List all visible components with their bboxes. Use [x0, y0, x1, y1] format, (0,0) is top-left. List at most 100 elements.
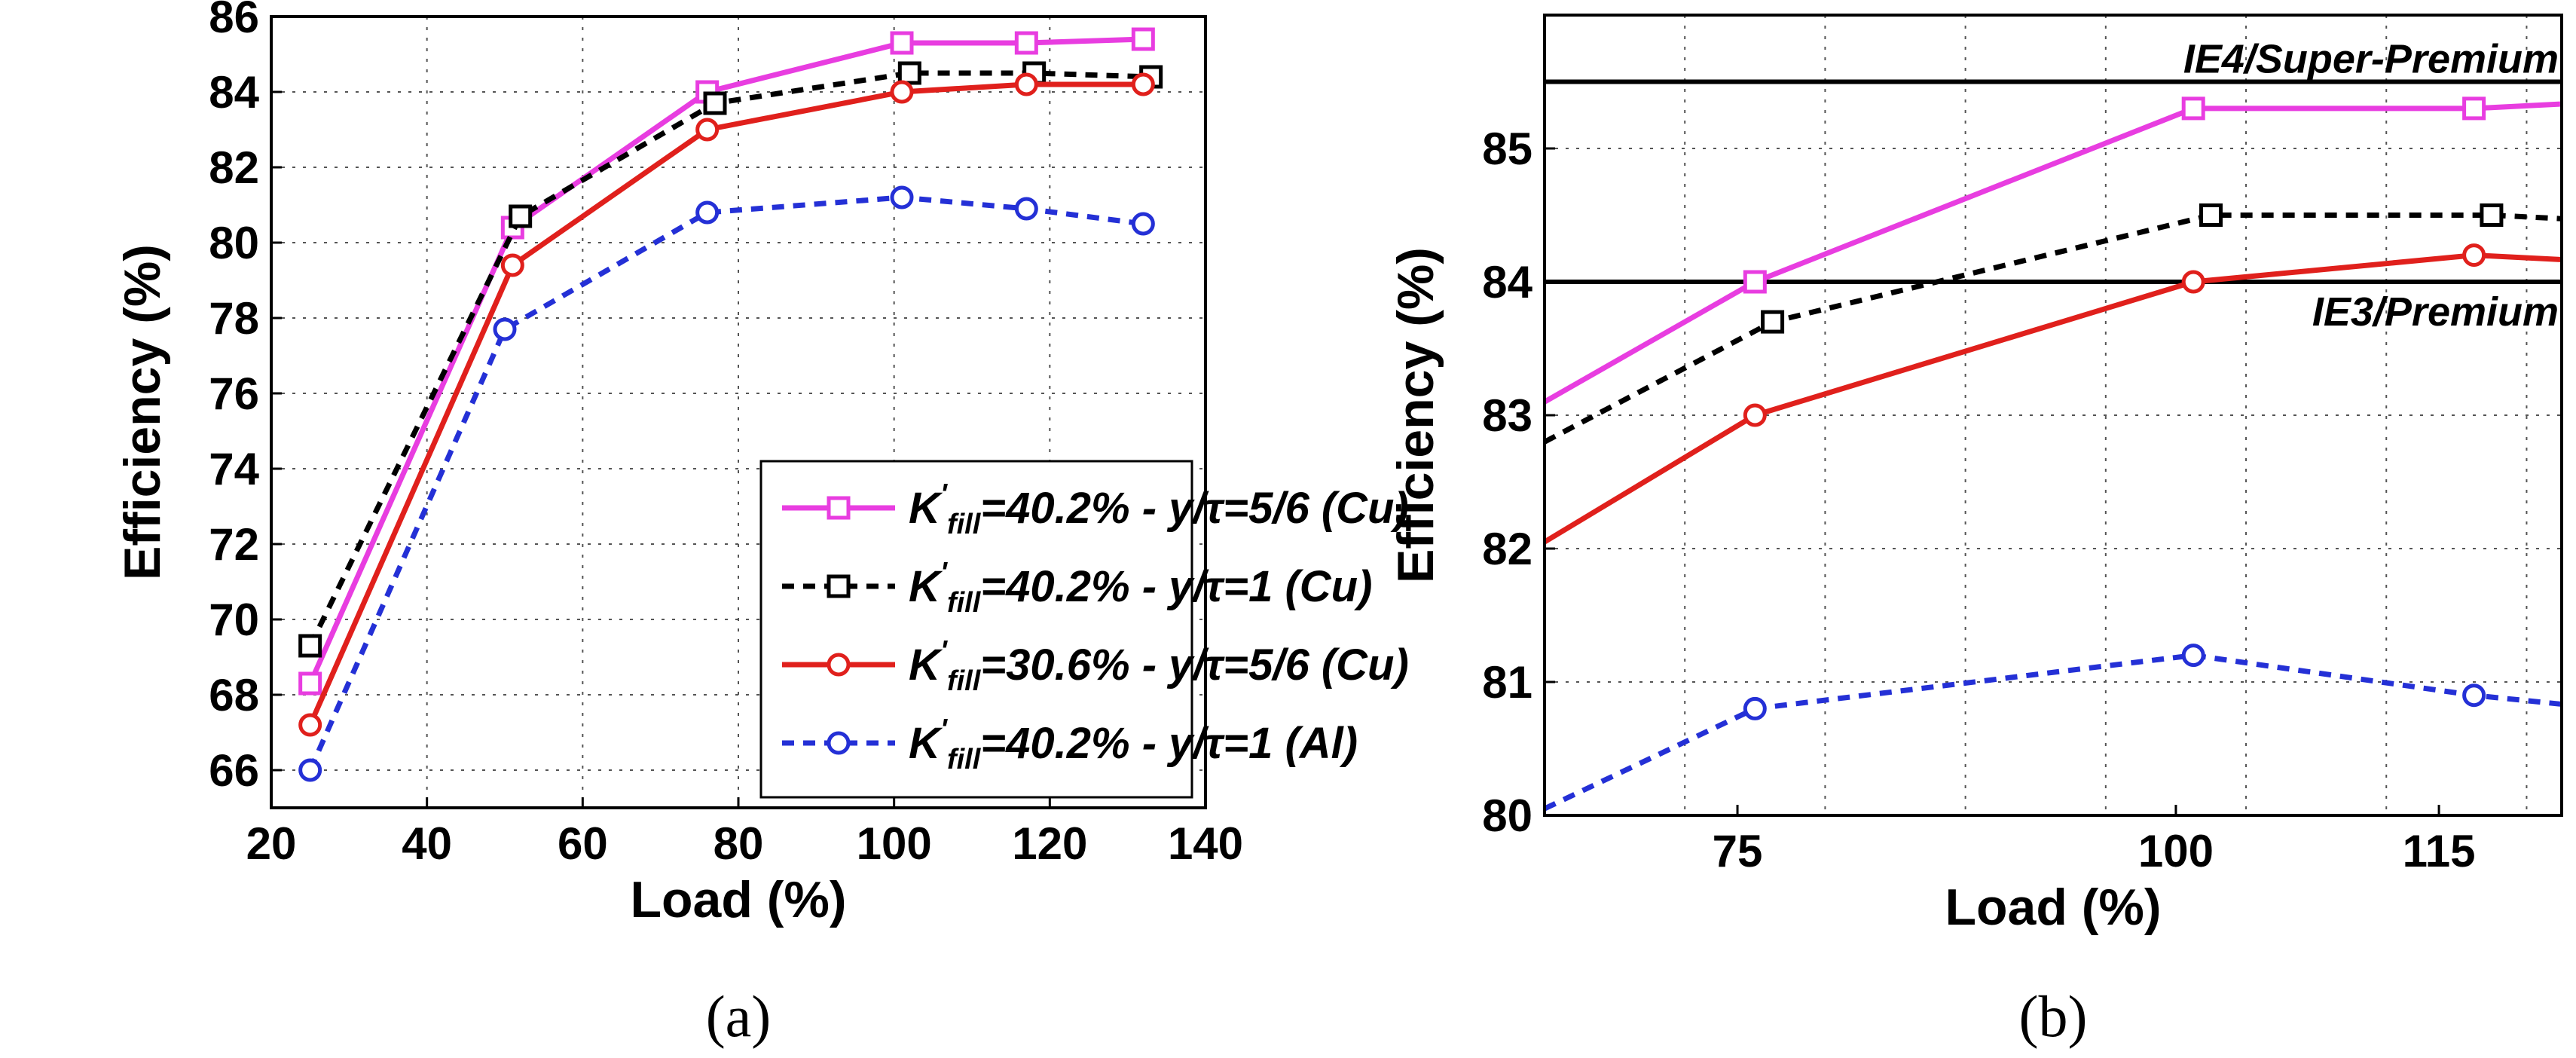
plot-area	[1545, 79, 2562, 812]
y-tick-label: 70	[209, 595, 259, 645]
x-tick-label: 20	[246, 818, 297, 869]
x-tick-label: 115	[2403, 826, 2476, 876]
data-point	[2462, 683, 2486, 708]
x-tick-label: 40	[402, 818, 452, 869]
series-2	[298, 72, 1155, 737]
data-point	[2462, 243, 2486, 268]
series-0	[1545, 96, 2562, 405]
x-tick-label: 120	[1012, 818, 1087, 869]
legend-entry-1: K'fill=40.2% - y/τ=1 (Cu)	[782, 557, 1372, 619]
series-line	[307, 81, 1144, 726]
y-tick-label: 81	[1482, 657, 1532, 708]
y-tick-label: 68	[209, 670, 259, 720]
legend-rest: =30.6% - y/τ=5/6 (Cu)	[980, 641, 1409, 690]
data-point	[2181, 644, 2205, 668]
plot-area	[298, 27, 1163, 782]
data-point	[890, 31, 914, 55]
legend-k: K	[909, 562, 943, 611]
chart-panel-b: 75 100 115 80 81 82 83 84 85 IE4/Super-Premium IE3…	[1387, 14, 2563, 1049]
grid	[1545, 15, 2562, 815]
legend-subscript: fill	[947, 509, 982, 540]
data-point	[509, 204, 533, 228]
x-tick-label: 140	[1168, 818, 1243, 869]
y-tick-label: 78	[209, 293, 259, 344]
legend-k: K	[909, 719, 943, 768]
data-point	[1014, 72, 1038, 96]
legend-rest: =40.2% - y/τ=1 (Cu)	[980, 562, 1372, 611]
legend: K'fill=40.2% - y/τ=5/6 (Cu)K'fill=40.2% …	[759, 460, 1409, 799]
legend-prime: '	[940, 635, 949, 667]
x-tick-label: 100	[2138, 826, 2214, 876]
x-tick-label: 60	[558, 818, 608, 869]
legend-prime: '	[940, 714, 949, 745]
series-3	[298, 185, 1155, 782]
data-point	[1743, 696, 1767, 720]
reference-label: IE4/Super-Premium	[2183, 37, 2559, 82]
y-axis-label: Efficiency (%)	[114, 244, 171, 580]
data-point	[1014, 31, 1038, 55]
data-point	[298, 634, 322, 658]
legend-k: K	[909, 484, 943, 533]
plot-frame	[270, 15, 1207, 809]
chart-panel-a: 20 40 60 80 100 120 140 66 68 70 72 74 76 78 80 82 84 86 L…	[114, 0, 1409, 1049]
legend-rest: =40.2% - y/τ=5/6 (Cu)	[980, 484, 1409, 533]
y-tick-label: 82	[1482, 524, 1532, 574]
data-point	[298, 671, 322, 696]
panel-label: (a)	[706, 983, 772, 1049]
legend-label: K'fill=40.2% - y/τ=1 (Al)	[909, 714, 1358, 775]
y-tick-label: 84	[1482, 257, 1532, 307]
data-point	[493, 317, 517, 341]
legend-rest: =40.2% - y/τ=1 (Al)	[980, 719, 1358, 768]
y-tick-label: 84	[209, 67, 259, 118]
legend-subscript: fill	[947, 587, 982, 619]
data-point	[1131, 72, 1155, 96]
plot-frame	[1543, 14, 2563, 817]
data-point	[890, 80, 914, 104]
series-line	[307, 194, 1144, 772]
reference-label: IE3/Premium	[2312, 289, 2559, 335]
legend-entry-3: K'fill=40.2% - y/τ=1 (Al)	[782, 714, 1358, 775]
data-point	[897, 61, 921, 85]
data-point	[298, 758, 322, 782]
legend-label: K'fill=40.2% - y/τ=5/6 (Cu)	[909, 479, 1409, 540]
data-point	[695, 118, 720, 142]
grid	[271, 17, 1205, 808]
legend-prime: '	[940, 557, 949, 589]
legend-subscript: fill	[947, 744, 982, 775]
y-tick-label: 72	[209, 519, 259, 570]
x-tick-label: 100	[857, 818, 932, 869]
panel-label: (b)	[2019, 983, 2088, 1049]
data-point	[1761, 310, 1785, 334]
data-point	[1131, 27, 1155, 51]
y-tick-label: 74	[209, 444, 259, 494]
y-tick-label: 80	[209, 218, 259, 268]
legend-label: K'fill=30.6% - y/τ=5/6 (Cu)	[909, 635, 1409, 697]
legend-marker	[827, 574, 851, 598]
data-point	[2181, 270, 2205, 294]
legend-label: K'fill=40.2% - y/τ=1 (Cu)	[909, 557, 1372, 619]
y-tick-label: 82	[209, 142, 259, 193]
data-point	[2181, 96, 2205, 121]
y-tick-label: 80	[1482, 790, 1532, 841]
x-tick-label: 80	[714, 818, 764, 869]
data-point	[695, 200, 720, 225]
data-point	[298, 713, 322, 737]
y-tick-label: 76	[209, 368, 259, 419]
data-point	[1743, 270, 1767, 294]
series-line	[1545, 653, 2562, 812]
legend-entry-0: K'fill=40.2% - y/τ=5/6 (Cu)	[782, 479, 1409, 540]
data-point	[703, 91, 727, 115]
y-tick-label: 66	[209, 745, 259, 796]
x-tick-label: 75	[1713, 826, 1763, 876]
legend-prime: '	[940, 479, 949, 510]
data-point	[890, 185, 914, 209]
legend-marker	[827, 496, 851, 520]
series-line	[307, 70, 1151, 647]
y-tick-label: 86	[209, 0, 259, 42]
legend-marker	[827, 653, 851, 677]
y-axis-label: Efficiency (%)	[1387, 247, 1444, 583]
y-tick-label: 83	[1482, 390, 1532, 441]
data-point	[2462, 96, 2486, 121]
legend-k: K	[909, 641, 943, 690]
